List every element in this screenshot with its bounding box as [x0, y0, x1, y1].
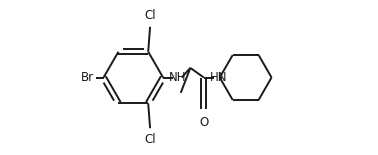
Text: Br: Br — [81, 71, 94, 84]
Text: O: O — [199, 116, 208, 129]
Text: HN: HN — [209, 71, 227, 84]
Text: Cl: Cl — [145, 9, 156, 22]
Text: NH: NH — [169, 71, 186, 84]
Text: Cl: Cl — [145, 133, 156, 146]
